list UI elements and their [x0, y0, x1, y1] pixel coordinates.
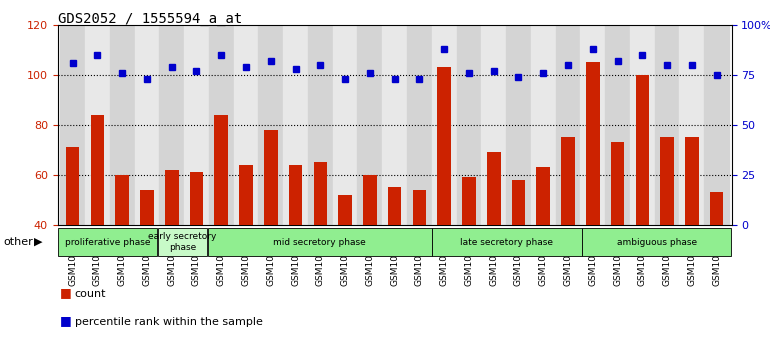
Text: ▶: ▶	[34, 237, 42, 247]
Bar	[60, 25, 85, 225]
Text: ■: ■	[60, 314, 72, 327]
Bar	[214, 115, 228, 225]
Bar	[308, 25, 333, 225]
Text: ambiguous phase: ambiguous phase	[617, 238, 697, 247]
Text: other: other	[3, 238, 33, 247]
Bar	[189, 172, 203, 225]
Bar	[233, 25, 259, 225]
Bar	[209, 25, 233, 225]
Bar	[661, 137, 674, 225]
Bar	[432, 228, 581, 256]
Bar	[413, 190, 427, 225]
Bar	[487, 152, 500, 225]
Bar	[333, 25, 357, 225]
Bar	[208, 228, 432, 256]
Bar	[158, 228, 207, 256]
Bar	[85, 25, 110, 225]
Bar	[283, 25, 308, 225]
Text: proliferative phase: proliferative phase	[65, 238, 150, 247]
Bar	[140, 190, 154, 225]
Bar	[58, 228, 157, 256]
Text: early secretory
phase: early secretory phase	[149, 233, 216, 252]
Bar	[91, 115, 104, 225]
Bar	[313, 162, 327, 225]
Bar	[581, 25, 605, 225]
Bar	[586, 62, 600, 225]
Bar	[388, 187, 401, 225]
Bar	[582, 228, 732, 256]
Bar	[382, 25, 407, 225]
Bar	[481, 25, 506, 225]
Text: GDS2052 / 1555594_a_at: GDS2052 / 1555594_a_at	[58, 12, 242, 27]
Bar	[506, 25, 531, 225]
Bar	[705, 25, 729, 225]
Bar	[135, 25, 159, 225]
Bar	[635, 75, 649, 225]
Bar	[432, 25, 457, 225]
Bar	[289, 165, 303, 225]
Bar	[605, 25, 630, 225]
Bar	[531, 25, 556, 225]
Bar	[264, 130, 278, 225]
Text: ■: ■	[60, 286, 72, 298]
Bar	[159, 25, 184, 225]
Bar	[630, 25, 654, 225]
Bar	[611, 142, 624, 225]
Bar	[437, 67, 451, 225]
Bar	[457, 25, 481, 225]
Bar	[537, 167, 550, 225]
Bar	[65, 147, 79, 225]
Text: percentile rank within the sample: percentile rank within the sample	[75, 317, 263, 327]
Text: mid secretory phase: mid secretory phase	[273, 238, 367, 247]
Bar	[462, 177, 476, 225]
Bar	[710, 192, 724, 225]
Text: count: count	[75, 289, 106, 299]
Bar	[116, 175, 129, 225]
Bar	[259, 25, 283, 225]
Bar	[511, 180, 525, 225]
Bar	[184, 25, 209, 225]
Text: late secretory phase: late secretory phase	[460, 238, 554, 247]
Bar	[110, 25, 135, 225]
Bar	[239, 165, 253, 225]
Bar	[407, 25, 432, 225]
Bar	[338, 195, 352, 225]
Bar	[165, 170, 179, 225]
Bar	[685, 137, 698, 225]
Bar	[561, 137, 575, 225]
Bar	[679, 25, 705, 225]
Bar	[357, 25, 382, 225]
Bar	[556, 25, 581, 225]
Bar	[654, 25, 679, 225]
Bar	[363, 175, 377, 225]
